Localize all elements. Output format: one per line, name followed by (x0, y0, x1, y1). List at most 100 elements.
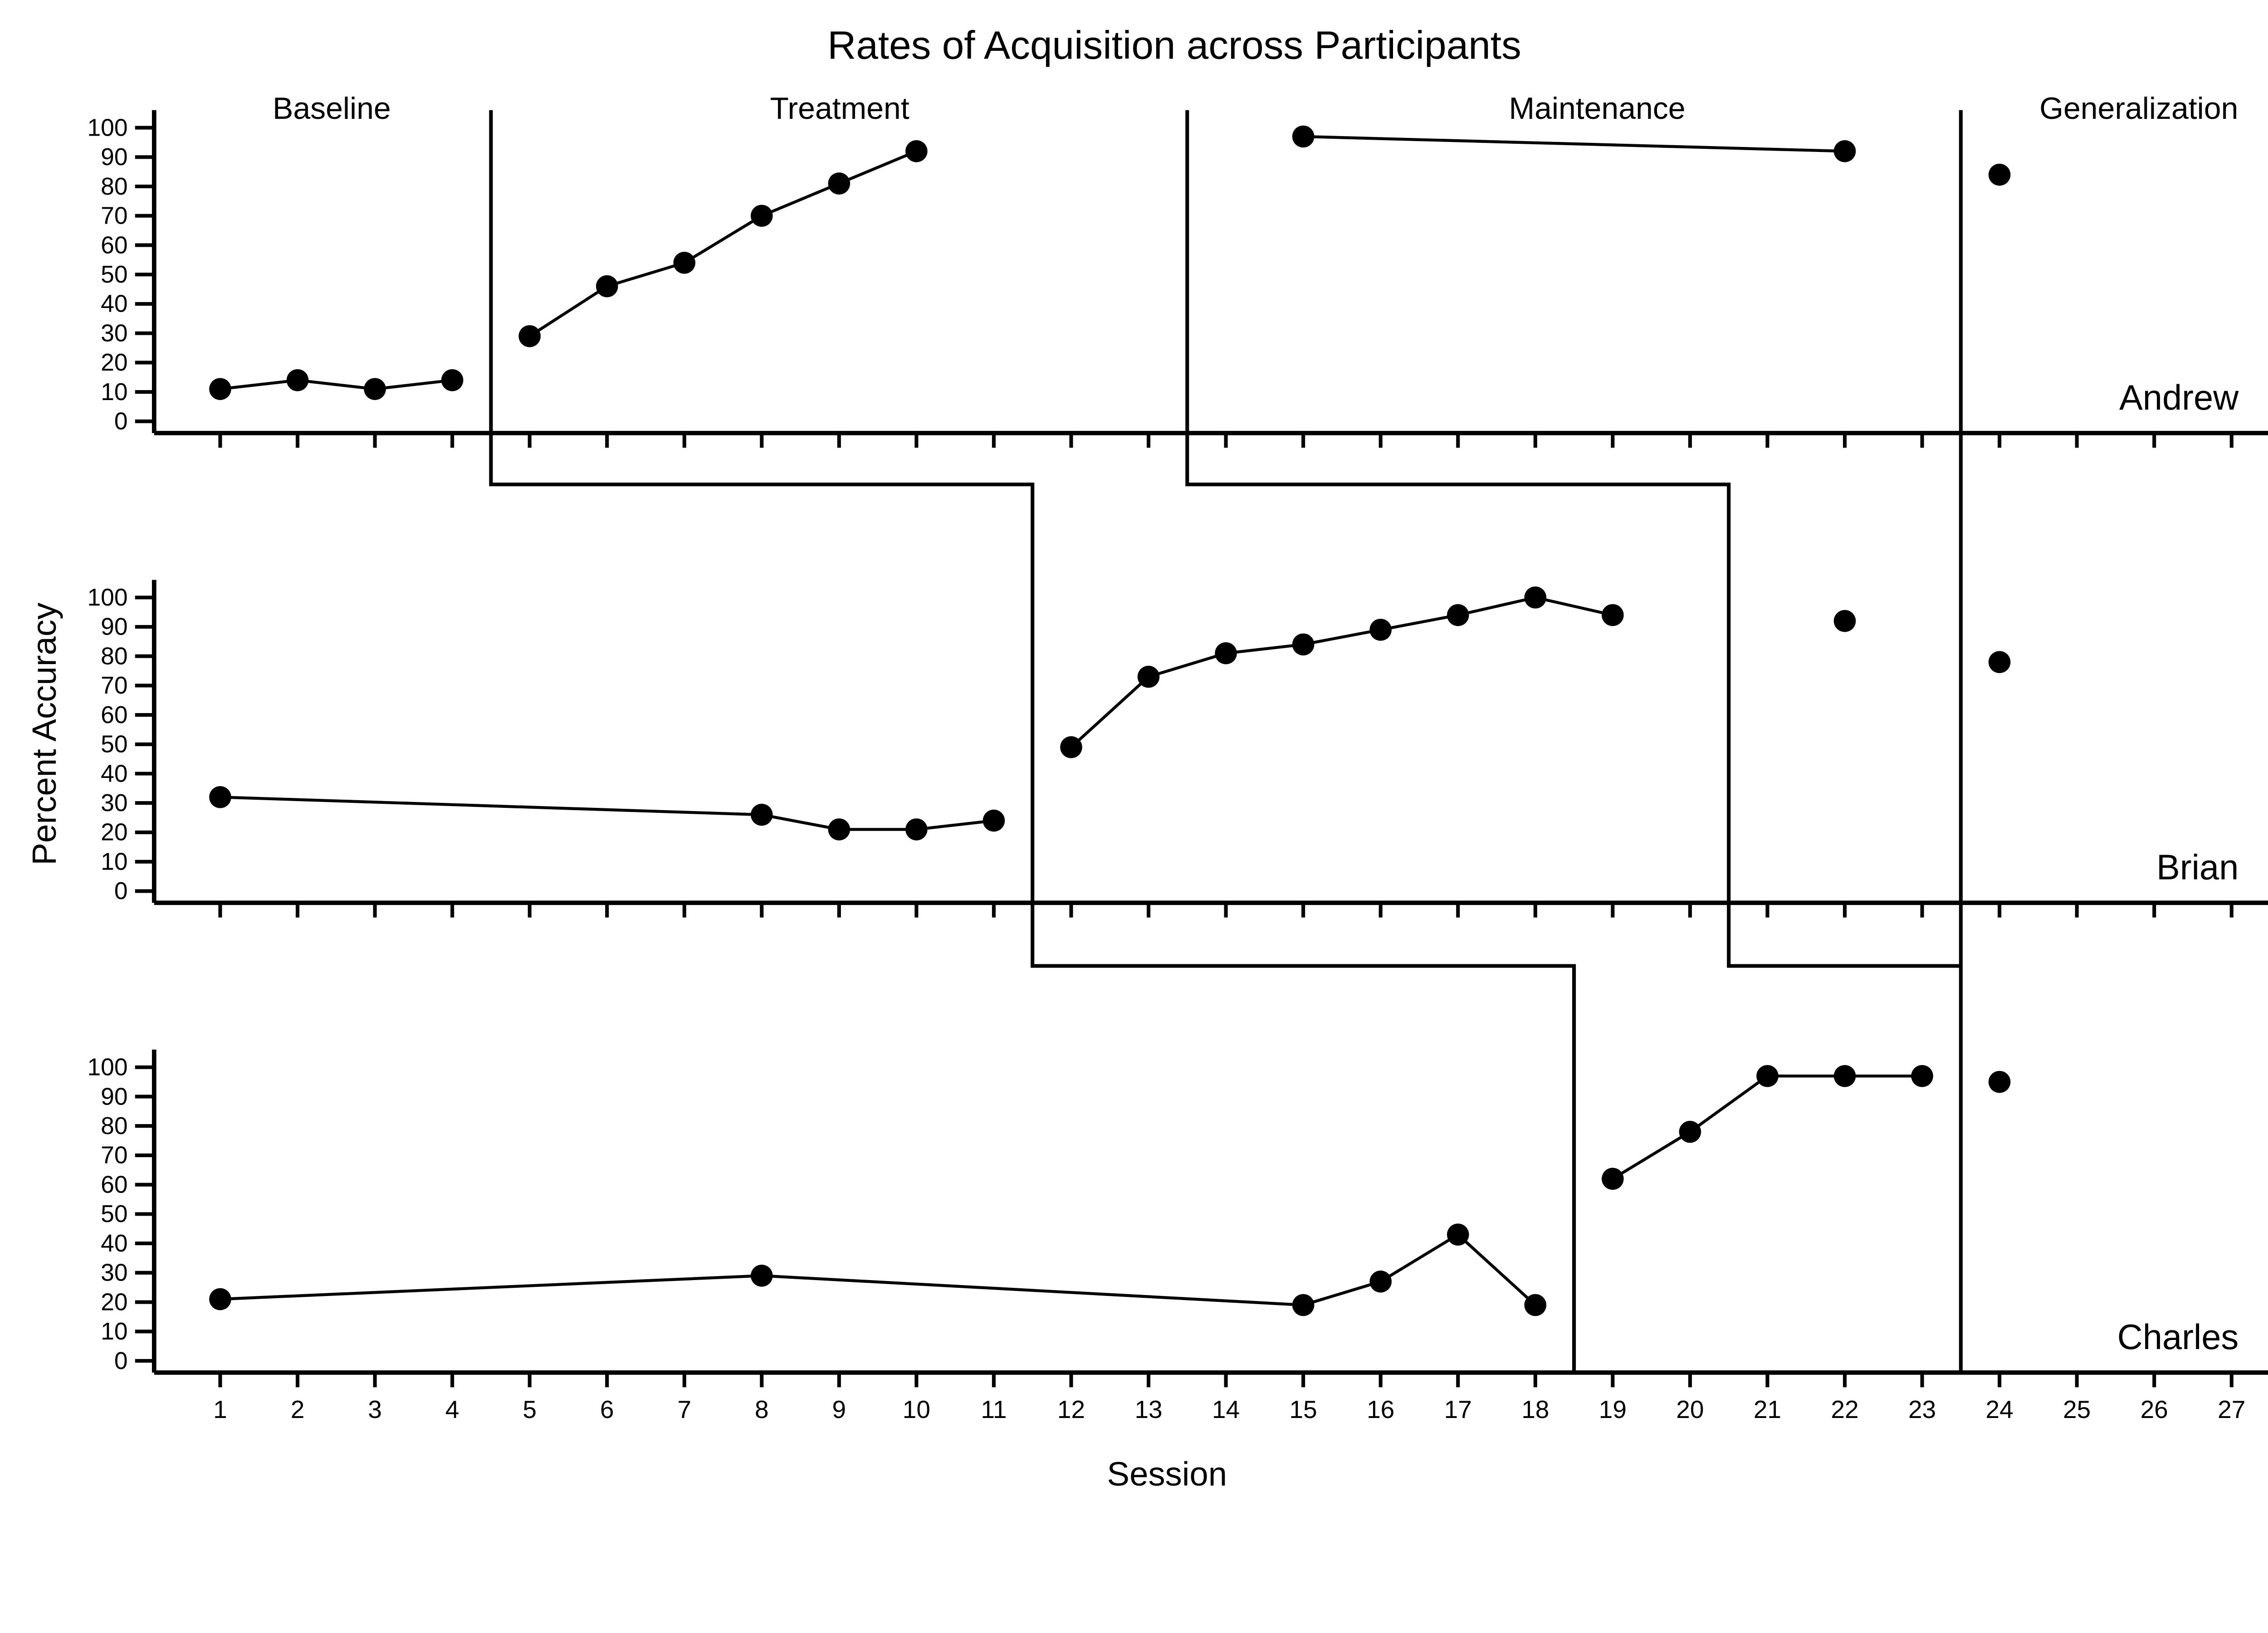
y-tick-label: 50 (101, 1201, 127, 1227)
y-tick-label: 70 (101, 1142, 127, 1169)
participant-label-charles: Charles (2117, 1318, 2239, 1357)
series-line-Charles-Baseline (220, 1232, 1536, 1307)
x-tick-label: 11 (981, 1395, 1007, 1423)
data-point-Andrew-s7 (673, 252, 696, 274)
data-point-Andrew-s8 (751, 205, 773, 227)
y-tick-label: 80 (101, 1113, 127, 1139)
y-tick-label: 40 (101, 760, 127, 787)
x-tick-label: 3 (368, 1395, 382, 1423)
x-tick-label: 24 (1985, 1395, 2013, 1423)
y-tick-label: 0 (114, 878, 128, 905)
series-line-Andrew-Treatment (528, 150, 917, 337)
data-point-Charles-s22 (1833, 1065, 1856, 1087)
x-tick-label: 10 (903, 1395, 930, 1423)
y-tick-label: 0 (114, 408, 128, 435)
data-point-Andrew-s3 (364, 378, 386, 400)
data-point-Charles-s16 (1369, 1270, 1392, 1293)
x-tick-label: 9 (832, 1395, 846, 1423)
chart-title: Rates of Acquisition across Participants (827, 23, 1521, 67)
x-tick-label: 23 (1908, 1395, 1936, 1423)
series-line-Brian-Treatment (1070, 596, 1613, 748)
series-line-Andrew-Maintenance (1303, 135, 1845, 153)
data-point-Brian-s13 (1137, 665, 1160, 688)
phase-label-maintenance: Maintenance (1509, 91, 1685, 126)
x-tick-label: 25 (2063, 1395, 2091, 1423)
phase-line-treatment-maintenance (1185, 110, 1961, 968)
y-tick-label: 40 (101, 291, 127, 318)
series-line-Brian-Baseline (220, 796, 994, 831)
x-axis-title: Session (1107, 1455, 1227, 1493)
y-tick-label: 80 (101, 173, 127, 200)
y-tick-label: 30 (101, 1260, 127, 1286)
data-point-Brian-s12 (1060, 736, 1082, 758)
y-tick-label: 100 (87, 114, 127, 141)
data-point-Andrew-s5 (518, 325, 541, 347)
acquisition-chart: Rates of Acquisition across Participants… (25, 23, 2268, 1493)
x-tick-label: 7 (677, 1395, 691, 1423)
x-tick-label: 14 (1212, 1395, 1240, 1423)
y-tick-label: 10 (101, 379, 127, 406)
data-point-Brian-s11 (982, 809, 1005, 832)
y-tick-label: 20 (101, 1289, 127, 1315)
data-point-Charles-s24 (1988, 1071, 2011, 1093)
x-tick-label: 12 (1057, 1395, 1085, 1423)
y-tick-label: 30 (101, 790, 127, 816)
phase-label-baseline: Baseline (273, 91, 391, 126)
data-point-Brian-s24 (1988, 651, 2011, 673)
data-point-Andrew-s15 (1292, 125, 1315, 148)
data-point-Brian-s8 (751, 803, 773, 826)
y-axis-title: Percent Accuracy (25, 602, 63, 865)
data-point-Brian-s22 (1833, 610, 1856, 632)
x-tick-label: 21 (1754, 1395, 1781, 1423)
y-tick-label: 40 (101, 1230, 127, 1257)
y-tick-label: 0 (114, 1348, 128, 1374)
x-tick-label: 6 (600, 1395, 614, 1423)
chart-layer: 0102030405060708090100010203040506070809… (87, 110, 2268, 1423)
x-tick-label: 13 (1134, 1395, 1162, 1423)
data-point-Andrew-s10 (905, 140, 928, 162)
x-tick-label: 15 (1290, 1395, 1317, 1423)
data-point-Andrew-s9 (828, 172, 850, 195)
x-tick-label: 27 (2218, 1395, 2245, 1423)
y-tick-label: 70 (101, 672, 127, 699)
data-point-Andrew-s6 (596, 275, 618, 298)
data-point-Charles-s23 (1911, 1065, 1933, 1087)
multiple-baseline-chart: Rates of Acquisition across Participants… (25, 23, 2268, 1493)
phase-label-generalization: Generalization (2039, 91, 2238, 126)
x-tick-label: 19 (1599, 1395, 1627, 1423)
x-tick-label: 1 (213, 1395, 227, 1423)
data-point-Brian-s16 (1369, 619, 1392, 641)
y-tick-label: 30 (101, 320, 127, 347)
data-point-Brian-s15 (1292, 633, 1315, 655)
phase-label-treatment: Treatment (770, 91, 909, 126)
x-tick-label: 5 (523, 1395, 537, 1423)
participant-label-brian: Brian (2156, 848, 2239, 887)
y-tick-label: 20 (101, 819, 127, 846)
x-tick-label: 4 (445, 1395, 459, 1423)
participant-label-andrew: Andrew (2119, 378, 2239, 417)
y-tick-label: 50 (101, 731, 127, 758)
data-point-Brian-s10 (905, 818, 928, 841)
x-tick-label: 22 (1831, 1395, 1858, 1423)
y-tick-label: 50 (101, 261, 127, 288)
data-point-Brian-s14 (1215, 642, 1237, 665)
y-tick-label: 70 (101, 203, 127, 230)
data-point-Charles-s21 (1756, 1065, 1779, 1087)
data-point-Brian-s19 (1602, 604, 1624, 626)
series-line-Andrew-Baseline (220, 378, 453, 391)
y-tick-label: 10 (101, 848, 127, 875)
data-point-Andrew-s24 (1988, 163, 2011, 186)
data-point-Andrew-s1 (209, 378, 231, 400)
x-tick-label: 20 (1676, 1395, 1704, 1423)
y-tick-label: 90 (101, 614, 127, 640)
x-tick-label: 18 (1521, 1395, 1549, 1423)
x-tick-label: 2 (291, 1395, 305, 1423)
data-point-Brian-s17 (1447, 604, 1469, 626)
data-point-Charles-s19 (1602, 1168, 1624, 1190)
data-point-Charles-s18 (1524, 1294, 1547, 1316)
data-point-Brian-s18 (1524, 586, 1547, 609)
data-point-Brian-s1 (209, 786, 231, 808)
y-tick-label: 100 (87, 1054, 127, 1081)
data-point-Andrew-s2 (286, 369, 309, 391)
data-point-Charles-s1 (209, 1288, 231, 1310)
